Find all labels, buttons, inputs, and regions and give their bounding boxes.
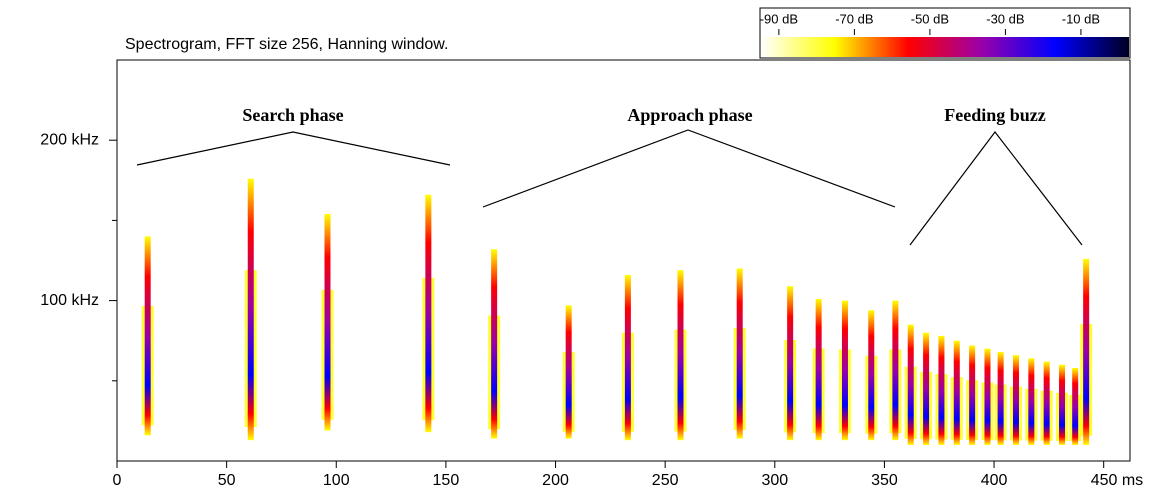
colorbar-tick-label: -30 dB: [986, 11, 1024, 26]
call: [1043, 361, 1050, 445]
call: [953, 340, 960, 445]
chart-title: Spectrogram, FFT size 256, Hanning windo…: [125, 36, 448, 53]
call: [1072, 367, 1079, 445]
y-tick-label: 200 kHz: [40, 131, 99, 148]
x-tick-label: 150: [433, 472, 460, 489]
x-tick-label: 0: [113, 472, 122, 489]
colorbar-tick-label: -70 dB: [835, 11, 873, 26]
x-tick-label: 400: [981, 472, 1008, 489]
annotation: Approach phase: [627, 105, 752, 125]
call: [1083, 258, 1090, 445]
call: [491, 249, 498, 439]
colorbar-tick-label: -10 dB: [1062, 11, 1100, 26]
call: [247, 178, 254, 441]
call: [923, 332, 930, 445]
call: [815, 298, 822, 441]
x-tick-label: 100: [323, 472, 350, 489]
call: [144, 236, 151, 436]
annotation: Search phase: [242, 105, 343, 125]
annotation-bracket: [482, 129, 896, 208]
call: [425, 194, 432, 433]
call: [1012, 355, 1019, 445]
call: [324, 213, 331, 431]
annotation: Feeding buzz: [944, 105, 1046, 125]
colorbar-gradient: [761, 37, 1129, 57]
call: [907, 324, 914, 445]
call: [1059, 364, 1066, 445]
colorbar-tick-label: -90 dB: [760, 11, 798, 26]
call: [624, 274, 631, 441]
call: [892, 300, 899, 441]
colorbar-tick-label: -50 dB: [911, 11, 949, 26]
annotation-bracket: [136, 131, 451, 166]
call: [1028, 358, 1035, 445]
call: [984, 348, 991, 445]
call: [997, 351, 1004, 445]
x-tick-label: 300: [761, 472, 788, 489]
plot-frame: [116, 59, 1131, 462]
annotation-bracket: [909, 131, 1083, 246]
call: [969, 345, 976, 445]
call: [677, 270, 684, 441]
x-tick-label: 450 ms: [1091, 472, 1143, 489]
x-tick-label: 50: [218, 472, 236, 489]
call: [868, 310, 875, 441]
call: [787, 286, 794, 441]
call: [736, 268, 743, 439]
x-tick-label: 200: [542, 472, 569, 489]
call: [938, 335, 945, 445]
call: [565, 305, 572, 439]
y-tick-label: 100 kHz: [40, 292, 99, 309]
x-tick-label: 250: [652, 472, 679, 489]
call: [841, 300, 848, 441]
x-tick-label: 350: [871, 472, 898, 489]
